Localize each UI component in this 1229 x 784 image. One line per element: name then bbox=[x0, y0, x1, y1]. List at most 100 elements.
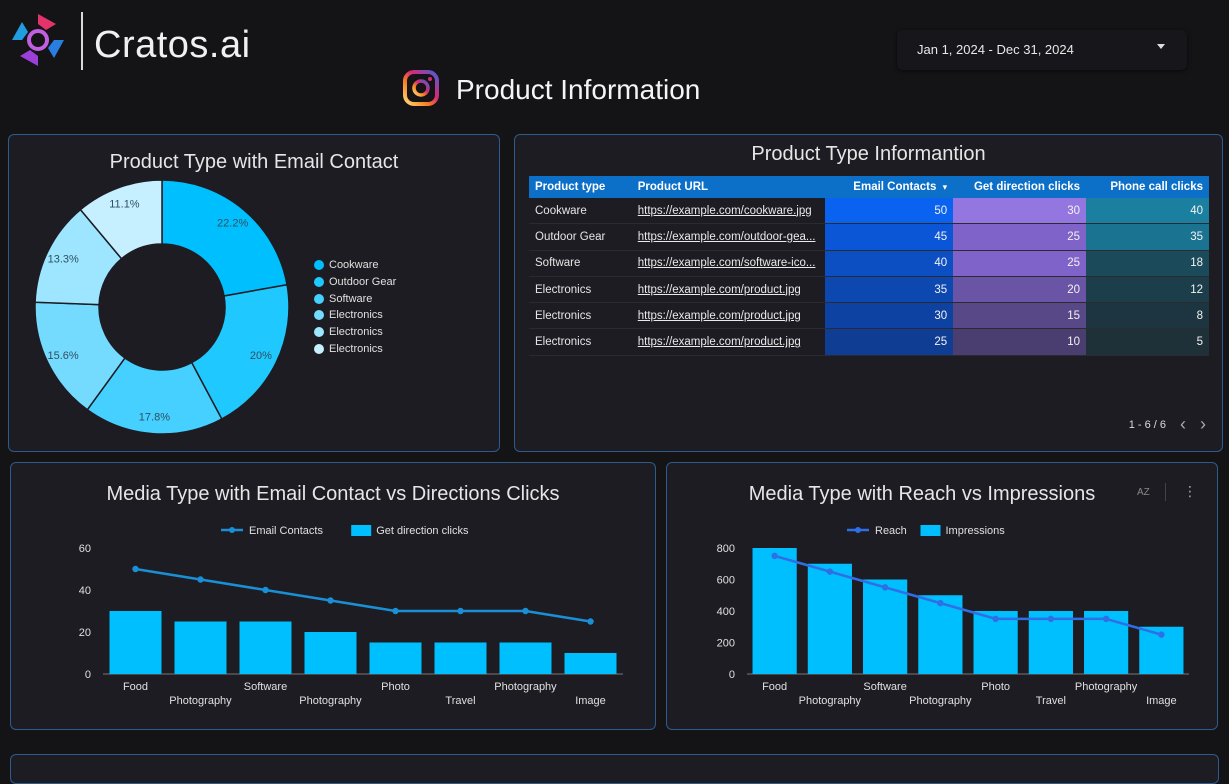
line-point[interactable] bbox=[992, 615, 999, 623]
bar[interactable] bbox=[499, 642, 552, 675]
legend-item[interactable]: Software bbox=[314, 290, 396, 307]
column-header-product-url[interactable]: Product URL bbox=[631, 176, 826, 198]
bar[interactable] bbox=[807, 563, 852, 674]
cell-product-type: Cookware bbox=[529, 198, 632, 225]
y-tick-label: 800 bbox=[717, 543, 735, 555]
cell-product-url[interactable]: https://example.com/product.jpg bbox=[631, 302, 826, 330]
y-tick-label: 40 bbox=[79, 585, 91, 597]
line-point[interactable] bbox=[132, 565, 139, 573]
chevron-right-icon[interactable]: › bbox=[1200, 414, 1206, 434]
legend-bar-swatch bbox=[351, 525, 372, 536]
line-point[interactable] bbox=[392, 607, 399, 615]
caret-down-icon bbox=[1157, 44, 1165, 49]
bottom-panel bbox=[10, 754, 1219, 784]
table-header-row: Product type Product URL Email Contacts … bbox=[529, 176, 1209, 198]
line-point[interactable] bbox=[881, 584, 889, 591]
line-point[interactable] bbox=[771, 552, 778, 560]
cell-product-url[interactable]: https://example.com/cookware.jpg bbox=[631, 198, 826, 225]
column-header-phone-clicks[interactable]: Phone call clicks bbox=[1086, 176, 1209, 198]
bar[interactable] bbox=[109, 611, 162, 674]
donut-slice[interactable] bbox=[79, 179, 163, 260]
line-point[interactable] bbox=[522, 607, 529, 615]
donut-slice-label: 17.8% bbox=[139, 412, 170, 424]
legend-item[interactable]: Electronics bbox=[314, 307, 396, 324]
bar[interactable] bbox=[752, 548, 797, 674]
cell-product-type: Electronics bbox=[529, 302, 632, 330]
donut-slice-label: 13.3% bbox=[48, 254, 79, 266]
sort-az-icon[interactable]: AZ bbox=[1137, 487, 1150, 498]
more-options-icon[interactable]: ⋮ bbox=[1183, 483, 1197, 499]
bar[interactable] bbox=[434, 642, 487, 675]
legend-bar-swatch bbox=[920, 525, 941, 536]
product-table-title: Product Type Informantion bbox=[751, 143, 986, 165]
bar[interactable] bbox=[239, 621, 292, 675]
cell-product-type: Outdoor Gear bbox=[529, 223, 632, 251]
legend-item[interactable]: Electronics bbox=[314, 340, 396, 357]
donut-legend: Cookware Outdoor Gear Software Electronics E… bbox=[314, 257, 396, 357]
donut-chart: 22.2% 20% 17.8% 15.6% 13.3% 11.1% bbox=[34, 179, 290, 435]
legend-swatch bbox=[314, 277, 324, 288]
line-point[interactable] bbox=[937, 599, 944, 607]
table-row: Electronics https://example.com/product.j… bbox=[529, 328, 1209, 356]
line-point[interactable] bbox=[1102, 615, 1110, 623]
bar[interactable] bbox=[369, 642, 422, 675]
line-point[interactable] bbox=[327, 597, 334, 604]
line-point[interactable] bbox=[457, 607, 464, 615]
cell-direction-clicks: 25 bbox=[953, 250, 1087, 277]
legend-swatch bbox=[314, 310, 324, 321]
legend-label: Email Contacts bbox=[249, 525, 323, 537]
donut-slice[interactable] bbox=[190, 283, 290, 421]
line-point[interactable] bbox=[197, 576, 204, 583]
bar[interactable] bbox=[564, 653, 617, 674]
line-point[interactable] bbox=[587, 618, 594, 625]
media-email-chart-title: Media Type with Email Contact vs Directi… bbox=[106, 483, 560, 505]
page-title: Product Information bbox=[456, 74, 701, 105]
legend-swatch bbox=[314, 343, 324, 354]
sort-desc-icon: ▾ bbox=[942, 182, 948, 192]
line-point[interactable] bbox=[262, 586, 269, 594]
cell-product-url[interactable]: https://example.com/outdoor-gea... bbox=[631, 223, 826, 251]
legend-item[interactable]: Electronics bbox=[314, 324, 396, 341]
cell-phone-clicks: 5 bbox=[1086, 328, 1209, 356]
y-tick-label: 600 bbox=[717, 575, 735, 587]
x-tick-label: Travel bbox=[1036, 695, 1066, 707]
chart-legend: Email Contacts Get direction clicks bbox=[221, 525, 469, 537]
y-tick-label: 60 bbox=[79, 543, 91, 555]
line-point[interactable] bbox=[1158, 631, 1165, 638]
legend-label: Impressions bbox=[946, 525, 1006, 537]
column-header-direction-clicks[interactable]: Get direction clicks bbox=[953, 176, 1087, 198]
donut-chart-panel: Product Type with Email Contact 22.2% 20%… bbox=[8, 134, 500, 452]
column-header-product-type[interactable]: Product type bbox=[529, 176, 632, 198]
legend-item[interactable]: Cookware bbox=[314, 257, 396, 274]
media-email-chart: Email Contacts Get direction clicks 0 20 40 6… bbox=[79, 525, 623, 707]
chevron-left-icon[interactable]: ‹ bbox=[1180, 414, 1186, 434]
y-tick-label: 400 bbox=[717, 606, 735, 618]
donut-slice-label: 11.1% bbox=[109, 199, 140, 211]
date-range-picker[interactable]: Jan 1, 2024 - Dec 31, 2024 bbox=[897, 30, 1187, 70]
bar[interactable] bbox=[863, 579, 908, 675]
product-table-panel: Product Type Informantion Product type P… bbox=[514, 134, 1223, 452]
cell-product-url[interactable]: https://example.com/software-ico... bbox=[631, 250, 826, 277]
line-point[interactable] bbox=[1047, 615, 1055, 623]
cell-email-contacts: 25 bbox=[825, 328, 954, 356]
cell-product-url[interactable]: https://example.com/product.jpg bbox=[631, 276, 826, 304]
cell-email-contacts: 40 bbox=[825, 250, 954, 277]
cell-phone-clicks: 40 bbox=[1086, 198, 1209, 225]
x-tick-label: Photo bbox=[381, 681, 410, 693]
bar[interactable] bbox=[174, 621, 227, 675]
brand-logo: Cratos.ai bbox=[8, 8, 268, 74]
column-header-email-contacts[interactable]: Email Contacts ▾ bbox=[825, 176, 954, 198]
table-row: Electronics https://example.com/product.j… bbox=[529, 302, 1209, 330]
cell-direction-clicks: 15 bbox=[953, 302, 1087, 330]
y-tick-label: 200 bbox=[717, 638, 735, 650]
media-reach-chart-panel: Media Type with Reach vs Impressions AZ … bbox=[666, 462, 1218, 730]
donut-slice[interactable] bbox=[86, 356, 223, 435]
table-row: Outdoor Gear https://example.com/outdoor-… bbox=[529, 223, 1209, 251]
media-reach-chart-title: Media Type with Reach vs Impressions bbox=[748, 483, 1096, 505]
x-tick-label: Photo bbox=[981, 681, 1010, 693]
bar[interactable] bbox=[304, 632, 357, 674]
cell-product-url[interactable]: https://example.com/product.jpg bbox=[631, 328, 826, 356]
line-point[interactable] bbox=[826, 568, 834, 575]
donut-slice[interactable] bbox=[161, 179, 288, 297]
legend-item[interactable]: Outdoor Gear bbox=[314, 274, 396, 291]
